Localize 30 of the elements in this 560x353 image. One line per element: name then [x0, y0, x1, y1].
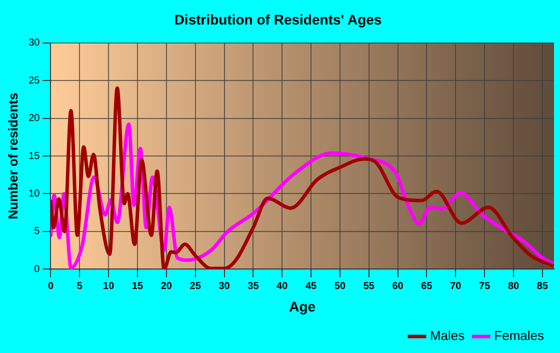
- x-tick-label: 75: [479, 280, 491, 292]
- x-tick-label: 55: [363, 280, 375, 292]
- x-tick-label: 5: [76, 280, 83, 292]
- x-tick-label: 20: [160, 280, 172, 292]
- x-tick-label: 35: [248, 280, 260, 292]
- x-tick-label: 15: [132, 280, 144, 292]
- y-tick-label: 20: [28, 113, 40, 124]
- y-tick-label: 25: [28, 75, 40, 86]
- x-tick-label: 70: [450, 280, 462, 292]
- x-tick-label: 85: [536, 280, 548, 292]
- x-tick-label: 40: [276, 280, 288, 292]
- y-tick-label: 5: [34, 226, 40, 238]
- legend-label: Females: [494, 328, 544, 344]
- x-tick-label: 60: [392, 280, 404, 292]
- x-tick-label: 30: [218, 280, 230, 292]
- x-tick-label: 0: [48, 280, 54, 292]
- y-tick-label: 15: [28, 150, 40, 162]
- y-axis-title: Number of residents: [5, 92, 20, 220]
- y-tick-label: 10: [28, 188, 40, 200]
- x-tick-label: 50: [334, 280, 346, 292]
- chart-title: Distribution of Residents' Ages: [174, 11, 382, 28]
- y-tick-label: 0: [34, 264, 40, 275]
- y-tick-label: 30: [28, 38, 40, 49]
- x-tick-label: 45: [305, 280, 318, 292]
- x-tick-label: 65: [421, 280, 433, 292]
- x-tick-label: 10: [103, 280, 115, 292]
- x-tick-label: 25: [190, 280, 202, 292]
- x-tick-label: 80: [508, 280, 520, 292]
- legend-label: Males: [430, 328, 466, 344]
- x-axis-title: Age: [289, 298, 316, 314]
